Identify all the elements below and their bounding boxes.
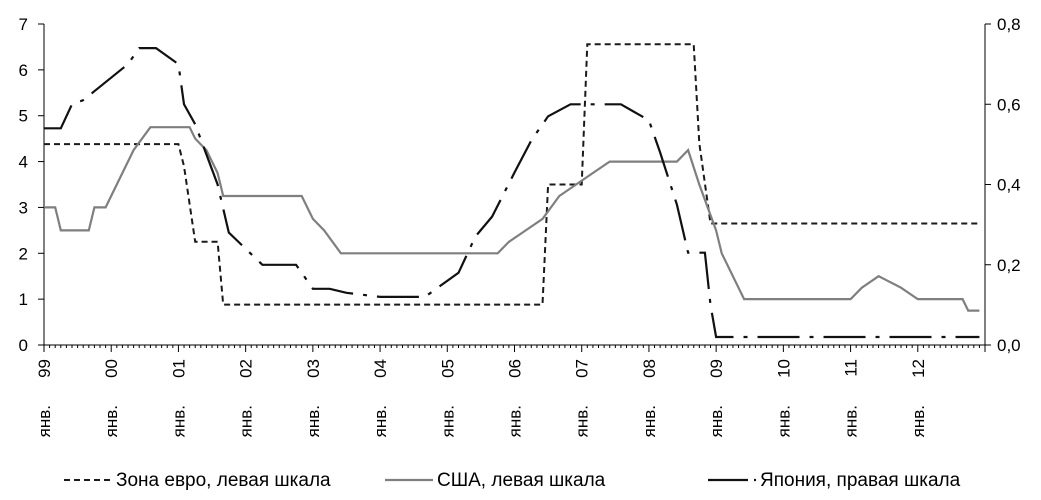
x-tick-label-month: янв.	[573, 405, 592, 437]
series-line-2	[44, 126, 980, 312]
right-y-tick-label: 0,0	[997, 336, 1021, 355]
x-tick-label-month: янв.	[438, 405, 457, 437]
x-tick-label-year: 06	[506, 359, 525, 378]
x-tick-label-year: 00	[102, 359, 121, 378]
left-y-tick-label: 2	[19, 244, 28, 263]
x-tick-label-year: 10	[774, 359, 793, 378]
legend-label: США, левая шкала	[437, 470, 606, 491]
x-tick-label-year: 12	[909, 359, 928, 378]
x-tick-label-year: 07	[573, 359, 592, 378]
x-tick-label-year: 11	[842, 359, 861, 377]
x-tick-label-month: янв.	[304, 405, 323, 437]
x-tick-label-year: 09	[707, 359, 726, 378]
x-tick-label-month: янв.	[909, 405, 928, 437]
x-tick-label-month: янв.	[506, 405, 525, 437]
left-y-tick-label: 1	[19, 290, 28, 309]
x-tick-label-month: янв.	[640, 405, 659, 437]
right-y-tick-label: 0,4	[997, 176, 1021, 195]
x-tick-label-month: янв.	[707, 405, 726, 437]
x-tick-label-month: янв.	[237, 405, 256, 437]
x-tick-label-year: 04	[371, 359, 390, 378]
series-lines-group	[44, 43, 980, 339]
x-tick-label-month: янв.	[774, 405, 793, 437]
left-y-tick-label: 3	[19, 198, 28, 217]
left-y-tick-label: 5	[19, 107, 28, 126]
axes-group: 012345670,00,20,40,60,899янв.00янв.01янв…	[19, 15, 1021, 437]
right-y-tick-label: 0,6	[997, 95, 1021, 114]
left-y-tick-label: 7	[19, 15, 28, 34]
legend-item-2: США, левая шкала	[385, 470, 606, 491]
left-y-tick-label: 4	[19, 153, 28, 172]
x-tick-label-year: 05	[438, 359, 457, 378]
x-tick-label-year: 03	[304, 359, 323, 378]
x-tick-label-month: янв.	[371, 405, 390, 437]
right-y-tick-label: 0,8	[997, 15, 1021, 34]
right-y-tick-label: 0,2	[997, 256, 1021, 275]
legend-label: Зона евро, левая шкала	[116, 470, 331, 491]
left-y-tick-label: 6	[19, 61, 28, 80]
x-tick-label-year: 99	[35, 359, 54, 378]
legend: Зона евро, левая шкала США, левая шкала Яп…	[64, 470, 961, 491]
legend-item-1: Зона евро, левая шкала	[64, 470, 331, 491]
x-tick-label-year: 02	[237, 359, 256, 378]
x-tick-label-month: янв.	[35, 405, 54, 437]
series-line-1	[44, 43, 980, 306]
x-tick-label-year: 08	[640, 359, 659, 378]
legend-item-3: Япония, правая шкала	[708, 470, 961, 491]
legend-label: Япония, правая шкала	[760, 470, 961, 491]
x-tick-label-month: янв.	[842, 405, 861, 437]
x-tick-label-year: 01	[169, 359, 188, 378]
x-tick-label-month: янв.	[169, 405, 188, 437]
left-y-tick-label: 0	[19, 336, 28, 355]
x-tick-label-month: янв.	[102, 405, 121, 437]
series-line-3	[44, 47, 980, 339]
